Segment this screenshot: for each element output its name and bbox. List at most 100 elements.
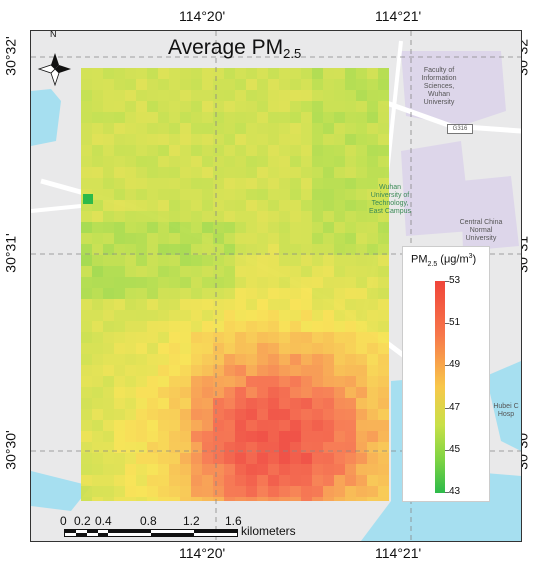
heatmap-cell [213, 244, 224, 255]
heatmap-cell [114, 211, 125, 222]
heatmap-cell [180, 222, 191, 233]
heatmap-cell [191, 123, 202, 134]
heatmap-cell [257, 420, 268, 431]
heatmap-cell [147, 222, 158, 233]
heatmap-cell [290, 277, 301, 288]
heatmap-cell [235, 343, 246, 354]
heatmap-cell [235, 321, 246, 332]
heatmap-cell [147, 310, 158, 321]
heatmap-cell [114, 156, 125, 167]
heatmap-cell [323, 178, 334, 189]
heatmap-cell [378, 189, 389, 200]
heatmap-cell [81, 277, 92, 288]
heatmap-cell [202, 420, 213, 431]
heatmap-cell [367, 123, 378, 134]
heatmap-cell [246, 398, 257, 409]
heatmap-cell [312, 497, 323, 501]
heatmap-cell [180, 475, 191, 486]
heatmap-cell [323, 244, 334, 255]
heatmap-cell [290, 189, 301, 200]
heatmap-cell [169, 365, 180, 376]
heatmap-cell [323, 409, 334, 420]
heatmap-cell [246, 255, 257, 266]
heatmap-cell [158, 387, 169, 398]
heatmap-cell [235, 145, 246, 156]
heatmap-cell [345, 134, 356, 145]
heatmap-cell [169, 145, 180, 156]
heatmap-cell [147, 453, 158, 464]
heatmap-cell [125, 453, 136, 464]
heatmap-cell [81, 101, 92, 112]
heatmap-cell [268, 464, 279, 475]
heatmap-cell [367, 376, 378, 387]
heatmap-cell [290, 156, 301, 167]
heatmap-cell [158, 189, 169, 200]
heatmap-cell [378, 453, 389, 464]
heatmap-cell [312, 288, 323, 299]
heatmap-cell [279, 156, 290, 167]
heatmap-cell [180, 101, 191, 112]
heatmap-cell [323, 123, 334, 134]
heatmap-cell [257, 332, 268, 343]
heatmap-cell [158, 222, 169, 233]
heatmap-cell [345, 79, 356, 90]
heatmap-cell [125, 332, 136, 343]
heatmap-cell [202, 321, 213, 332]
heatmap-cell [202, 211, 213, 222]
heatmap-cell [378, 387, 389, 398]
heatmap-cell [180, 453, 191, 464]
heatmap-cell [378, 354, 389, 365]
heatmap-cell [356, 299, 367, 310]
heatmap-cell [103, 299, 114, 310]
heatmap-cell [290, 167, 301, 178]
heatmap-cell [224, 178, 235, 189]
heatmap-cell [114, 145, 125, 156]
heatmap-cell [81, 497, 92, 501]
heatmap-cell [323, 343, 334, 354]
heatmap-cell [213, 486, 224, 497]
heatmap-cell [180, 189, 191, 200]
heatmap-cell [345, 354, 356, 365]
heatmap-cell [180, 145, 191, 156]
heatmap-cell [147, 486, 158, 497]
heatmap-cell [246, 420, 257, 431]
heatmap-cell [114, 497, 125, 501]
heatmap-cell [268, 79, 279, 90]
heatmap-cell [158, 442, 169, 453]
heatmap-cell [92, 79, 103, 90]
heatmap-cell [356, 189, 367, 200]
heatmap-cell [136, 79, 147, 90]
heatmap-cell [301, 178, 312, 189]
heatmap-cell [345, 409, 356, 420]
heatmap-cell [224, 101, 235, 112]
heatmap-cell [367, 156, 378, 167]
heatmap-cell [202, 79, 213, 90]
heatmap-cell [301, 497, 312, 501]
heatmap-cell [345, 145, 356, 156]
heatmap-cell [81, 255, 92, 266]
heatmap-cell [125, 123, 136, 134]
heatmap-cell [367, 79, 378, 90]
heatmap-cell [158, 497, 169, 501]
heatmap-cell [312, 354, 323, 365]
heatmap-cell [213, 453, 224, 464]
heatmap-cell [257, 431, 268, 442]
heatmap-cell [301, 156, 312, 167]
heatmap-cell [367, 90, 378, 101]
heatmap-cell [301, 376, 312, 387]
heatmap-cell [312, 387, 323, 398]
heatmap-cell [334, 134, 345, 145]
heatmap-cell [202, 222, 213, 233]
heatmap-cell [147, 178, 158, 189]
heatmap-cell [103, 255, 114, 266]
map-frame[interactable]: N Faculty of Information Sciences, Wuhan… [30, 30, 522, 542]
heatmap-cell [246, 310, 257, 321]
heatmap-cell [169, 277, 180, 288]
heatmap-cell [246, 200, 257, 211]
heatmap-cell [81, 365, 92, 376]
heatmap-cell [301, 68, 312, 79]
heatmap-cell [180, 112, 191, 123]
heatmap-cell [268, 277, 279, 288]
heatmap-cell [279, 299, 290, 310]
heatmap-cell [345, 211, 356, 222]
